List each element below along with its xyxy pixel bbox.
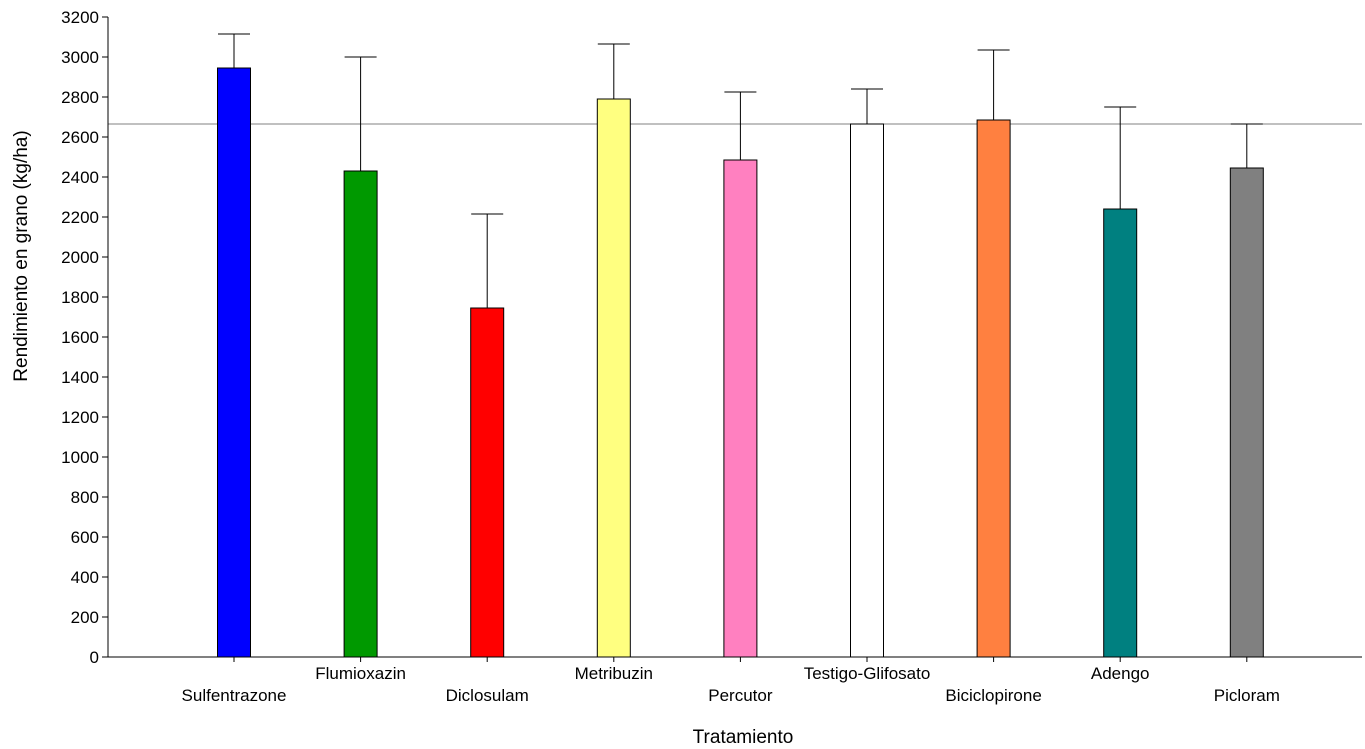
y-tick-label: 1800 xyxy=(61,288,99,307)
bars-layer xyxy=(217,67,1264,658)
bar xyxy=(723,159,758,658)
x-axis-title: Tratamiento xyxy=(693,727,794,748)
y-tick-label: 3200 xyxy=(61,8,99,27)
y-tick-label: 600 xyxy=(71,528,99,547)
x-tick-label: Biciclopirone xyxy=(945,686,1041,705)
x-tick-label: Percutor xyxy=(708,686,773,705)
bar xyxy=(976,119,1011,658)
bar xyxy=(343,170,378,658)
error-bars-layer xyxy=(218,33,1263,308)
x-tick-label: Diclosulam xyxy=(446,686,529,705)
x-tick-label: Testigo-Glifosato xyxy=(804,664,931,683)
bar xyxy=(217,67,251,658)
y-tick-label: 2600 xyxy=(61,128,99,147)
bar xyxy=(1229,167,1264,658)
y-tick-label: 1400 xyxy=(61,368,99,387)
y-tick-label: 0 xyxy=(90,648,99,667)
y-tick-label: 1600 xyxy=(61,328,99,347)
bar xyxy=(850,123,884,658)
y-tick-label: 800 xyxy=(71,488,99,507)
x-tick-label: Picloram xyxy=(1214,686,1280,705)
y-tick-label: 1000 xyxy=(61,448,99,467)
y-tick-label: 2200 xyxy=(61,208,99,227)
y-tick-label: 2400 xyxy=(61,168,99,187)
y-tick-label: 400 xyxy=(71,568,99,587)
y-tick-label: 3000 xyxy=(61,48,99,67)
x-tick-label: Adengo xyxy=(1091,664,1150,683)
bar xyxy=(596,98,631,658)
y-tick-label: 2000 xyxy=(61,248,99,267)
bar xyxy=(470,307,505,658)
y-tick-label: 1200 xyxy=(61,408,99,427)
y-tick-label: 2800 xyxy=(61,88,99,107)
x-tick-label: Sulfentrazone xyxy=(182,686,287,705)
axes-layer xyxy=(102,16,1362,662)
x-tick-label: Flumioxazin xyxy=(315,664,406,683)
y-tick-label: 200 xyxy=(71,608,99,627)
labels-layer: 0 200 400 600 800 1000 1200 1400 1600 1800 2000 220… xyxy=(61,8,1280,705)
y-axis-title: Rendimiento en grano (kg/ha) xyxy=(11,130,32,381)
bar xyxy=(1103,208,1138,658)
x-tick-label: Metribuzin xyxy=(575,664,653,683)
